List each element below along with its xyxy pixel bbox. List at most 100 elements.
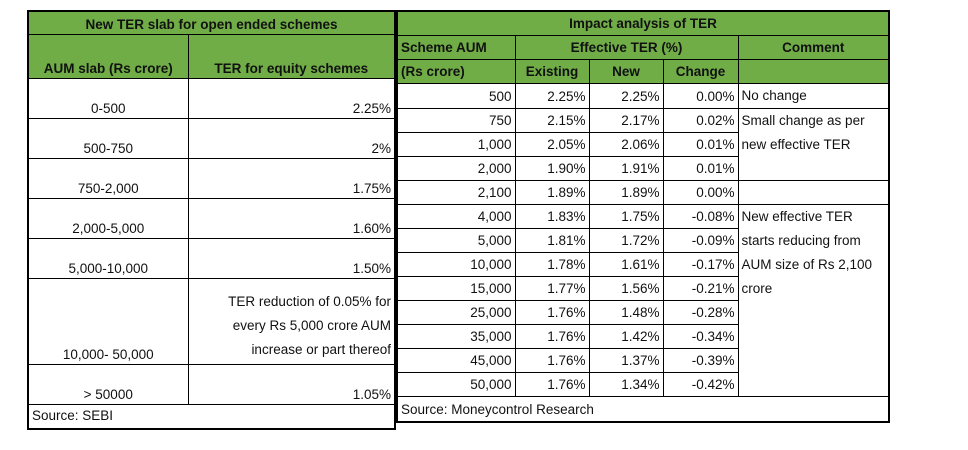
ter-cell: 2.25% (187, 77, 396, 119)
new-cell: 2.06% (588, 132, 664, 157)
aum-cell: 10,000 (396, 252, 516, 277)
existing-cell: 1.76% (514, 372, 590, 397)
aum-cell: 35,000 (396, 324, 516, 349)
aum-cell: 25,000 (396, 300, 516, 325)
table-row: 2,100 1.89% 1.89% 0.00% (396, 180, 890, 205)
aum-cell: 500 (396, 83, 516, 109)
table-row: 750 2.15% 2.17% 0.02% Small change as per ne… (396, 108, 890, 181)
table-row: 4,000 1.83% 1.75% -0.08% New effective TER s… (396, 204, 890, 397)
slab-cell: 500-750 (27, 117, 189, 159)
table-row: 10,000- 50,000 TER reduction of 0.05% for… (27, 277, 396, 365)
change-cell: -0.28% (662, 300, 739, 325)
header-ter-equity: TER for equity schemes (187, 33, 396, 79)
change-cell: -0.08% (662, 204, 739, 229)
change-cell: 0.02% (662, 108, 739, 133)
existing-cell: 1.76% (514, 348, 590, 373)
aum-cell: 2,100 (396, 180, 516, 205)
comment-cell (737, 180, 890, 205)
table-row: 45,000 1.76% 1.37% -0.39% (396, 348, 889, 373)
table-row: 0-500 2.25% (27, 77, 396, 119)
table-row: 750-2,000 1.75% (27, 157, 396, 199)
slab-cell: 0-500 (27, 77, 189, 119)
ter-cell: 1.75% (187, 157, 396, 199)
slab-cell: > 50000 (27, 363, 189, 405)
existing-cell: 2.15% (514, 108, 590, 133)
existing-cell: 1.83% (514, 204, 590, 229)
comment-cell: Small change as per new effective TER (737, 108, 890, 181)
header-scheme-aum: Scheme AUM (396, 35, 516, 60)
table-row: 500 2.25% 2.25% 0.00% No change (396, 83, 890, 109)
header-existing: Existing (514, 59, 590, 84)
aum-cell: 750 (396, 108, 516, 133)
comment-cell: New effective TER starts reducing from A… (737, 204, 890, 397)
slab-cell: 5,000-10,000 (27, 237, 189, 279)
header-aum-slab: AUM slab (Rs crore) (27, 33, 189, 79)
change-cell: -0.42% (662, 372, 739, 397)
new-cell: 2.17% (588, 108, 664, 133)
change-cell: 0.01% (662, 156, 739, 181)
change-cell: 0.01% (662, 132, 739, 157)
aum-cell: 15,000 (396, 276, 516, 301)
aum-cell: 2,000 (396, 156, 516, 181)
table-row: 15,000 1.77% 1.56% -0.21% (396, 276, 889, 301)
slab-cell: 10,000- 50,000 (27, 277, 189, 365)
existing-cell: 1.77% (514, 276, 590, 301)
table-row: 35,000 1.76% 1.42% -0.34% (396, 324, 889, 349)
table-row: 5,000 1.81% 1.72% -0.09% (396, 228, 889, 253)
change-cell: -0.17% (662, 252, 739, 277)
new-cell: 2.25% (588, 83, 664, 109)
right-source: Source: Moneycontrol Research (396, 396, 890, 423)
change-cell: -0.09% (662, 228, 739, 253)
ter-cell: 1.05% (187, 363, 396, 405)
new-cell: 1.61% (588, 252, 664, 277)
left-table-title: New TER slab for open ended schemes (27, 10, 396, 35)
new-cell: 1.75% (588, 204, 664, 229)
impact-analysis-table: Impact analysis of TER Scheme AUM Effecti… (396, 10, 891, 423)
aum-cell: 1,000 (396, 132, 516, 157)
ter-cell: 1.50% (187, 237, 396, 279)
header-blank (737, 59, 890, 84)
new-cell: 1.48% (588, 300, 664, 325)
table-row: 25,000 1.76% 1.48% -0.28% (396, 300, 889, 325)
slab-cell: 2,000-5,000 (27, 197, 189, 239)
ter-cell: TER reduction of 0.05% for every Rs 5,00… (187, 277, 396, 365)
aum-cell: 45,000 (396, 348, 516, 373)
new-cell: 1.34% (588, 372, 664, 397)
table-row: 50,000 1.76% 1.34% -0.42% (396, 372, 889, 397)
new-cell: 1.89% (588, 180, 664, 205)
ter-cell: 2% (187, 117, 396, 159)
existing-cell: 1.90% (514, 156, 590, 181)
header-rs-crore: (Rs crore) (396, 59, 516, 84)
table-row: 2,000 1.90% 1.91% 0.01% (396, 156, 889, 181)
existing-cell: 1.76% (514, 300, 590, 325)
ter-slab-table: New TER slab for open ended schemes AUM … (27, 10, 397, 430)
aum-cell: 4,000 (396, 204, 516, 229)
existing-cell: 2.05% (514, 132, 590, 157)
existing-cell: 1.76% (514, 324, 590, 349)
new-cell: 1.37% (588, 348, 664, 373)
table-row: 500-750 2% (27, 117, 396, 159)
new-cell: 1.91% (588, 156, 664, 181)
change-cell: 0.00% (662, 83, 739, 109)
left-source: Source: SEBI (27, 403, 396, 430)
new-cell: 1.42% (588, 324, 664, 349)
existing-cell: 1.89% (514, 180, 590, 205)
header-change: Change (662, 59, 739, 84)
table-row: > 50000 1.05% (27, 363, 396, 405)
change-cell: -0.39% (662, 348, 739, 373)
table-row: 2,000-5,000 1.60% (27, 197, 396, 239)
change-cell: 0.00% (662, 180, 739, 205)
header-comment: Comment (737, 35, 890, 60)
right-table-title: Impact analysis of TER (396, 10, 890, 36)
new-cell: 1.56% (588, 276, 664, 301)
ter-cell: 1.60% (187, 197, 396, 239)
comment-cell: No change (737, 83, 890, 109)
header-effective-ter: Effective TER (%) (514, 35, 739, 60)
existing-cell: 1.78% (514, 252, 590, 277)
table-row: 1,000 2.05% 2.06% 0.01% (396, 132, 889, 157)
existing-cell: 1.81% (514, 228, 590, 253)
slab-cell: 750-2,000 (27, 157, 189, 199)
existing-cell: 2.25% (514, 83, 590, 109)
table-row: 5,000-10,000 1.50% (27, 237, 396, 279)
new-cell: 1.72% (588, 228, 664, 253)
